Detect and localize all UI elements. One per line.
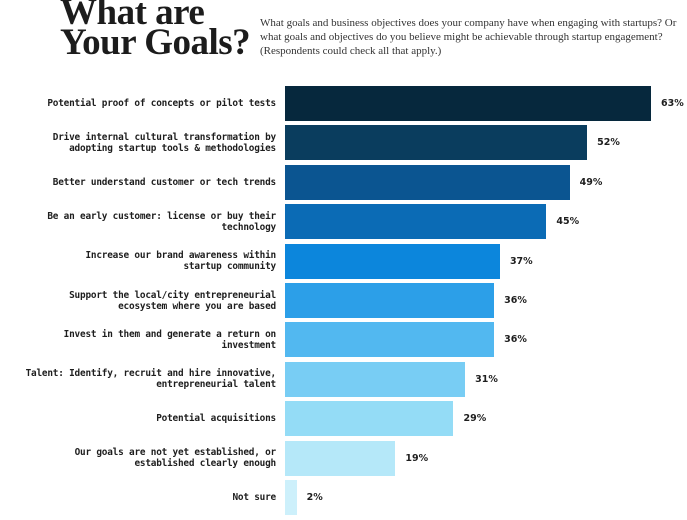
bar-value-label: 52% xyxy=(597,137,620,149)
bar-row: Increase our brand awareness within start… xyxy=(0,243,687,279)
bar xyxy=(285,125,588,161)
bar-label: Our goals are not yet established, or est… xyxy=(1,441,277,476)
bar-value-label: 45% xyxy=(556,216,580,228)
bar-label-line-2: entrepreneurial talent xyxy=(156,379,276,391)
chart-subtitle: What goals and business objectives does … xyxy=(260,17,677,57)
title-line-1: What are xyxy=(60,0,205,33)
bar-value-label: 49% xyxy=(579,176,603,188)
bar-value-label: 2% xyxy=(306,492,323,503)
bar-label: Potential proof of concepts or pilot tes… xyxy=(1,86,276,121)
bar-row: Drive internal cultural transformation b… xyxy=(0,125,687,161)
bar-label-line-1: Increase our brand awareness within xyxy=(85,250,276,262)
bar-value-label: 31% xyxy=(475,373,498,385)
bar-label-line-1: Invest in them and generate a return on xyxy=(63,328,277,340)
bar-label-line-1: Not sure xyxy=(232,492,276,503)
bar xyxy=(285,283,495,318)
bar xyxy=(285,164,570,200)
bar xyxy=(285,401,454,437)
bar-row: Not sure 2% xyxy=(0,480,687,515)
bar xyxy=(285,440,396,476)
bar-label-line-1: Talent: Identify, recruit and hire innov… xyxy=(25,368,277,380)
bar xyxy=(285,204,547,240)
bar xyxy=(285,243,500,279)
bar-value-label: 19% xyxy=(405,452,429,464)
bar-row: Support the local/city entrepreneurial ec… xyxy=(0,283,687,318)
bar-label-line-2: ecosystem where you are based xyxy=(118,300,276,312)
bar-label-line-1: Drive internal cultural transformation b… xyxy=(52,131,276,143)
bar-label: Drive internal cultural transformation b… xyxy=(1,125,276,160)
bar-value-label: 36% xyxy=(504,334,527,346)
bar-label-line-1: Better understand customer or tech trend… xyxy=(52,176,276,188)
bar-label-line-1: Be an early customer: license or buy the… xyxy=(47,210,276,222)
bar-label-line-1: Potential acquisitions xyxy=(156,413,276,425)
bar-row: Be an early customer: license or buy the… xyxy=(0,204,687,240)
bar-label-line-1: Support the local/city entrepreneurial xyxy=(69,289,276,301)
bar-label-line-2: investment xyxy=(221,339,277,351)
bar-value-label: 37% xyxy=(509,255,533,267)
chart-title: What are Your Goals? xyxy=(60,0,251,63)
bar-value-label: 29% xyxy=(463,413,487,425)
bar-label-line-1: Potential proof of concepts or pilot tes… xyxy=(47,98,276,109)
bar-label: Potential acquisitions xyxy=(1,401,276,436)
bar-label: Support the local/city entrepreneurial ec… xyxy=(1,283,276,318)
bar-label-line-2: adopting startup tools & methodologies xyxy=(69,142,276,154)
bar xyxy=(285,86,651,121)
bar-label: Increase our brand awareness within start… xyxy=(1,244,276,279)
bar-label: Not sure xyxy=(1,480,276,515)
bar xyxy=(285,361,466,397)
bar-row: Talent: Identify, recruit and hire innov… xyxy=(0,361,687,397)
bar-label: Invest in them and generate a return on i… xyxy=(1,322,277,357)
bar-row: Better understand customer or tech trend… xyxy=(0,164,687,200)
bar-label-line-2: technology xyxy=(221,221,277,233)
bar-row: Potential acquisitions 29% xyxy=(0,401,687,437)
bar-label-line-2: established clearly enough xyxy=(134,458,276,470)
title-line-2: Your Goals? xyxy=(60,22,251,63)
bar-value-label: 63% xyxy=(661,98,684,109)
bar-label: Be an early customer: license or buy the… xyxy=(1,204,276,239)
bar-label-line-1: Our goals are not yet established, or xyxy=(74,447,277,459)
bar-label: Talent: Identify, recruit and hire innov… xyxy=(1,362,277,397)
bar-row: Invest in them and generate a return on i… xyxy=(0,322,687,358)
bar-value-label: 36% xyxy=(504,295,527,306)
bar xyxy=(285,322,495,358)
bar-row: Potential proof of concepts or pilot tes… xyxy=(0,86,687,121)
bar-label-line-2: startup community xyxy=(183,261,276,273)
bar xyxy=(285,480,297,515)
bar-row: Our goals are not yet established, or est… xyxy=(0,440,687,476)
bar-label: Better understand customer or tech trend… xyxy=(1,165,276,200)
